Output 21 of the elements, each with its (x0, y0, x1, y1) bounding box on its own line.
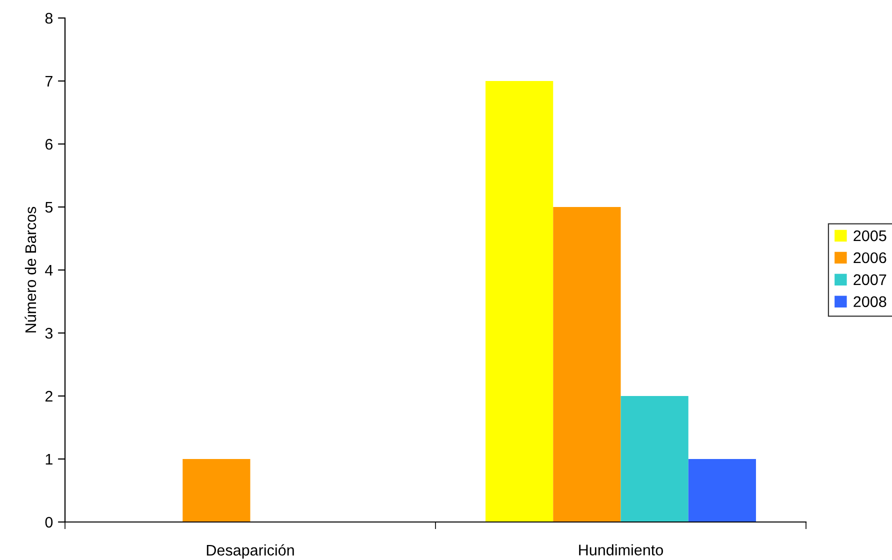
legend-label: 2007 (854, 274, 886, 286)
x-tick-label: Hundimiento (579, 544, 663, 556)
y-tick-label: 5 (45, 202, 53, 213)
legend-label: 2008 (854, 296, 886, 308)
y-tick-label: 6 (45, 138, 53, 150)
bar (688, 459, 756, 522)
y-tick-label: 8 (45, 12, 53, 24)
y-tick-label: 3 (45, 328, 53, 339)
y-tick-label: 4 (45, 265, 53, 276)
y-tick-label: 7 (45, 76, 52, 87)
x-tick-label: Desaparición (206, 544, 294, 559)
y-tick-label: 0 (45, 516, 53, 528)
y-tick-label: 1 (46, 454, 52, 465)
bar (486, 81, 554, 522)
y-axis-title: Número de Barcos (24, 206, 36, 332)
legend-label: 2005 (854, 230, 886, 242)
legend-label: 2006 (854, 252, 886, 264)
bar (553, 207, 621, 522)
bar (620, 396, 688, 522)
bar (182, 459, 250, 522)
y-tick-label: 2 (45, 390, 52, 402)
